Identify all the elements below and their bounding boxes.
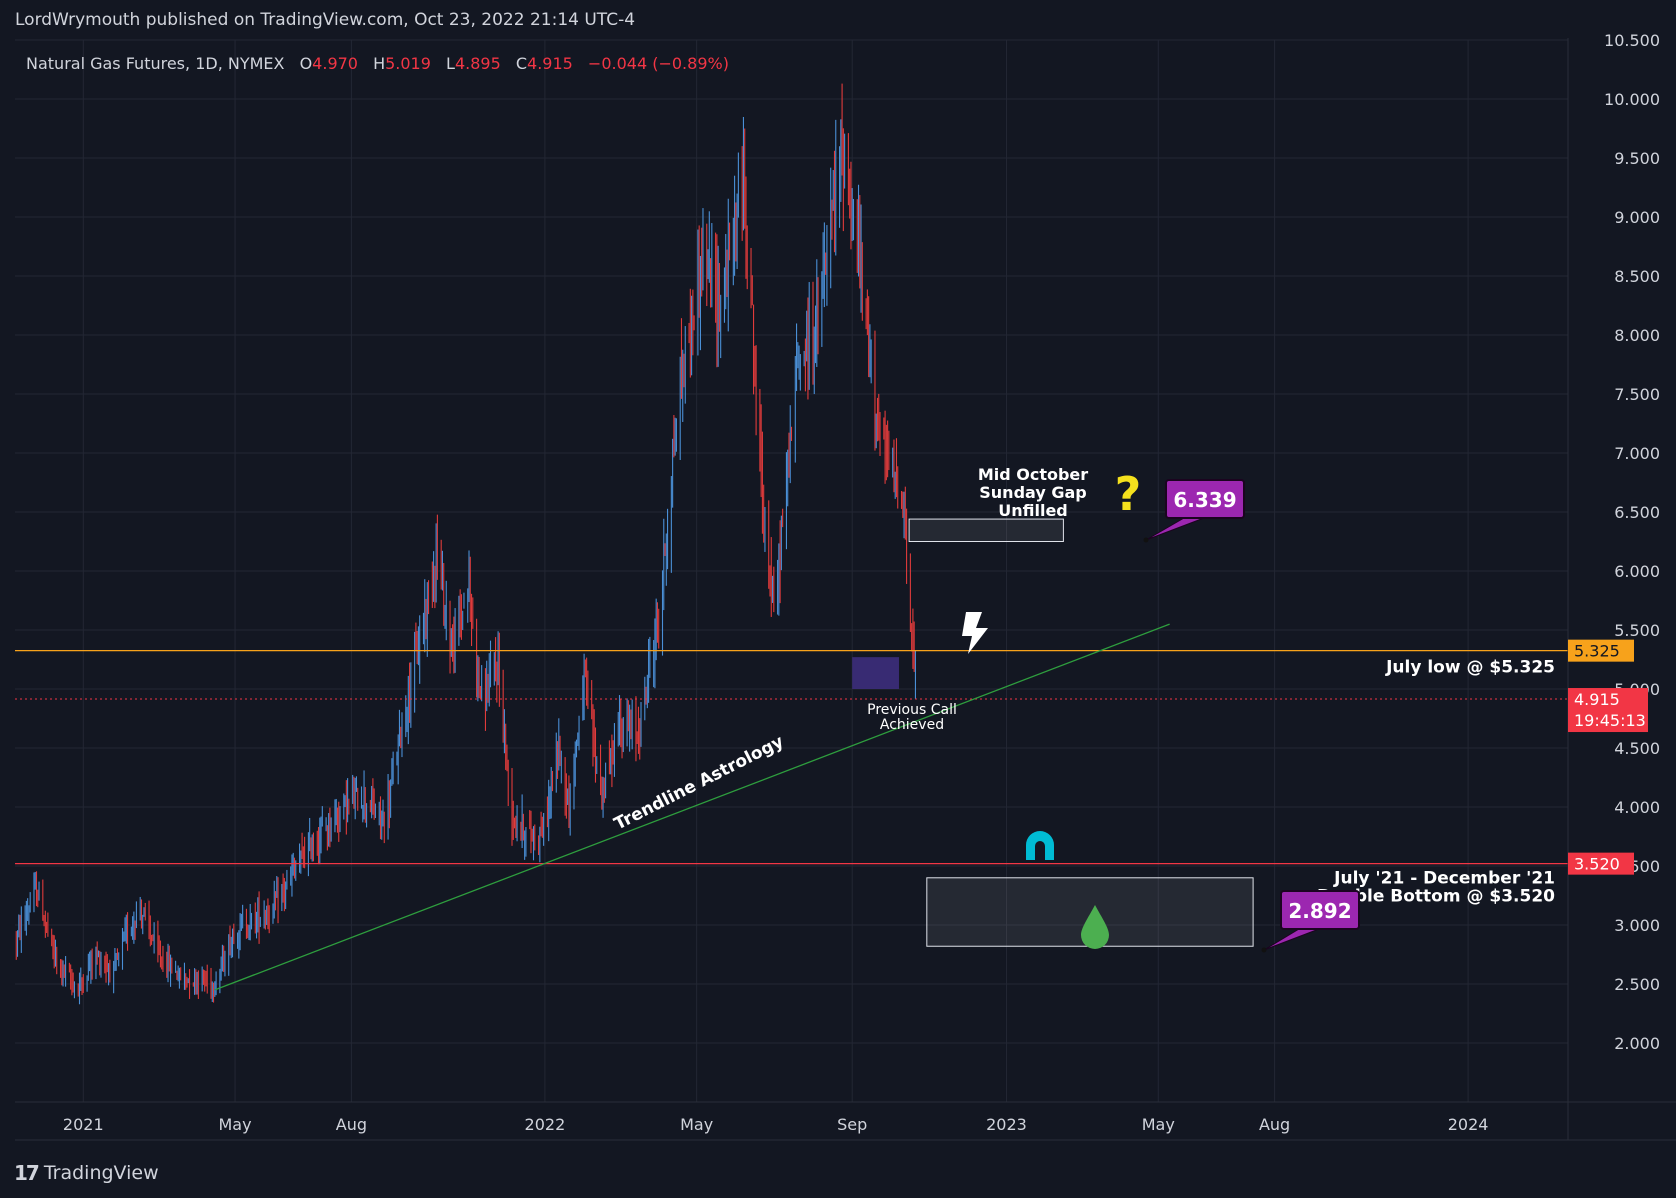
gap-target-callout-anchor bbox=[1143, 537, 1149, 543]
previous-call-label: Achieved bbox=[880, 717, 944, 733]
x-tick-label: May bbox=[1142, 1115, 1175, 1134]
july-low-label: July low @ $5.325 bbox=[1385, 658, 1555, 678]
ohlc-c-label: C bbox=[516, 54, 527, 73]
trendline bbox=[214, 623, 1170, 991]
y-tick-label: 10.000 bbox=[1604, 90, 1660, 109]
y-tick-label: 6.000 bbox=[1614, 562, 1660, 581]
ohlc-l-value: 4.895 bbox=[455, 54, 501, 73]
gap-box bbox=[908, 518, 1064, 543]
y-tick-label: 2.500 bbox=[1614, 975, 1660, 994]
ohlc-o-label: O bbox=[300, 54, 313, 73]
y-tick-label: 10.500 bbox=[1604, 31, 1660, 50]
gap-target-callout-pointer bbox=[1145, 517, 1205, 541]
x-tick-label: May bbox=[219, 1115, 252, 1134]
x-tick-label: 2021 bbox=[63, 1115, 104, 1134]
trendline-label: Trendline Astrology bbox=[611, 732, 787, 835]
lower-target-callout: 2.892 bbox=[1288, 899, 1351, 923]
july-low-tag: 5.325 bbox=[1574, 642, 1620, 661]
magnet-icon bbox=[1026, 831, 1054, 860]
countdown-tag: 19:45:13 bbox=[1574, 711, 1646, 730]
gap-target-callout: 6.339 bbox=[1173, 488, 1236, 512]
ohlc-h-value: 5.019 bbox=[385, 54, 431, 73]
lower-target-callout-anchor bbox=[1261, 947, 1267, 953]
double-bottom-label-2: Double Bottom @ $3.520 bbox=[1317, 887, 1555, 907]
y-tick-label: 5.500 bbox=[1614, 621, 1660, 640]
ohlc-o-value: 4.970 bbox=[312, 54, 358, 73]
last-price-tag-bg bbox=[1568, 688, 1648, 733]
y-tick-label: 9.500 bbox=[1614, 149, 1660, 168]
july-low-tag-bg bbox=[1568, 639, 1634, 662]
double-bottom-tag-bg bbox=[1568, 852, 1634, 875]
last-price-tag: 4.915 bbox=[1574, 690, 1620, 709]
tv-logo-icon: 17 bbox=[14, 1161, 40, 1185]
drop-icon bbox=[1081, 905, 1109, 949]
gap-label-line: Mid October bbox=[978, 465, 1088, 484]
price-bars bbox=[15, 83, 916, 1005]
question-mark: ? bbox=[1115, 467, 1142, 521]
double-bottom-tag: 3.520 bbox=[1574, 855, 1620, 874]
ohlc-l-label: L bbox=[446, 54, 455, 73]
y-tick-label: 4.000 bbox=[1614, 798, 1660, 817]
chart-grid bbox=[15, 39, 1568, 1102]
symbol-title: Natural Gas Futures, 1D, NYMEX O4.970 H5… bbox=[26, 54, 729, 73]
chart-overlay: July low @ $5.325 July '21 - December '21… bbox=[15, 465, 1568, 991]
lower-target-callout-box bbox=[1280, 890, 1360, 930]
gap-label-line: Unfilled bbox=[998, 501, 1068, 520]
y-tick-label: 9.000 bbox=[1614, 208, 1660, 227]
lower-target-callout-pointer bbox=[1263, 928, 1320, 951]
double-bottom-label-1: July '21 - December '21 bbox=[1333, 869, 1555, 889]
lightning-icon bbox=[962, 612, 988, 654]
y-tick-label: 2.000 bbox=[1614, 1034, 1660, 1053]
y-tick-label: 4.500 bbox=[1614, 739, 1660, 758]
x-tick-label: Aug bbox=[336, 1115, 367, 1134]
y-tick-label: 8.500 bbox=[1614, 267, 1660, 286]
gap-target-callout-box bbox=[1165, 479, 1245, 519]
publisher-line: LordWrymouth published on TradingView.co… bbox=[15, 10, 636, 30]
x-tick-label: 2023 bbox=[986, 1115, 1027, 1134]
x-tick-label: Aug bbox=[1259, 1115, 1290, 1134]
tradingview-logo[interactable]: 17 TradingView bbox=[14, 1161, 159, 1185]
previous-call-box bbox=[852, 657, 899, 689]
x-tick-label: Sep bbox=[837, 1115, 867, 1134]
y-tick-label: 6.500 bbox=[1614, 503, 1660, 522]
gap-label-line: Sunday Gap bbox=[979, 483, 1086, 502]
symbol-name: Natural Gas Futures, 1D, NYMEX bbox=[26, 54, 285, 73]
y-tick-label: 7.500 bbox=[1614, 385, 1660, 404]
ohlc-h-label: H bbox=[373, 54, 385, 73]
y-tick-label: 7.000 bbox=[1614, 444, 1660, 463]
chart-axes: 10.500 10.000 9.500 9.000 8.500 8.000 7.500 7.0… bbox=[15, 31, 1676, 1141]
previous-call-label: Previous Call bbox=[867, 702, 957, 718]
y-tick-label: 3.000 bbox=[1614, 916, 1660, 935]
tv-logo-text: TradingView bbox=[43, 1162, 159, 1184]
x-tick-label: May bbox=[680, 1115, 713, 1134]
y-tick-label: 8.000 bbox=[1614, 326, 1660, 345]
ohlc-change: −0.044 (−0.89%) bbox=[588, 54, 729, 73]
x-tick-label: 2024 bbox=[1448, 1115, 1489, 1134]
ohlc-c-value: 4.915 bbox=[527, 54, 573, 73]
x-tick-label: 2022 bbox=[525, 1115, 566, 1134]
